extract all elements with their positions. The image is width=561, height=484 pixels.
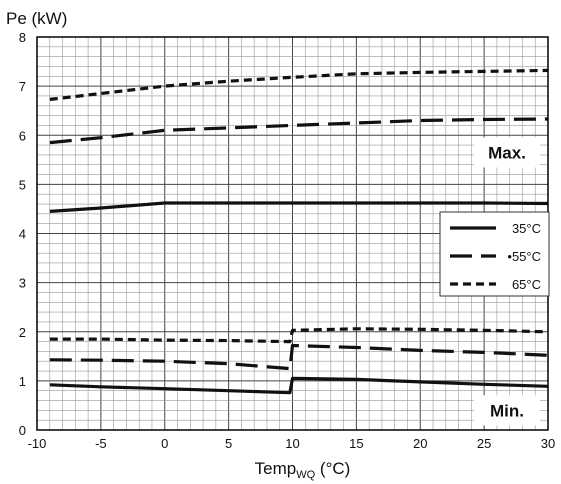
annotations: Max. Min. [474,137,540,426]
series-line-min-long-dash [49,343,549,371]
x-axis-title-subscript: WQ [296,469,315,481]
tick-labels: -10 -5 0 5 10 15 20 25 30 0 1 2 3 4 5 6 7 8 [19,30,555,451]
annotation-box [474,395,540,426]
x-tick-label: 25 [477,436,491,451]
y-tick-label: 1 [19,374,26,389]
y-tick-label: 0 [19,423,26,438]
x-tick-label: -5 [95,436,107,451]
x-axis-title-base: Temp [255,459,297,478]
x-tick-label: 15 [349,436,363,451]
legend-label: 35°C [512,221,541,236]
series-line-min-solid [49,376,549,395]
annotation-box [474,137,540,168]
y-tick-label: 3 [19,276,26,291]
legend-box [439,211,550,297]
x-tick-label: 20 [413,436,427,451]
x-tick-label: -10 [28,436,47,451]
y-tick-label: 6 [19,128,26,143]
y-tick-label: 8 [19,30,26,45]
x-tick-label: 5 [225,436,232,451]
annotation-label: Max. [488,143,526,162]
legend-label: 65°C [512,277,541,292]
x-axis-title: TempWQ (°C) [255,459,351,481]
legend: 35°C •55°C 65°C [439,211,550,297]
y-tick-label: 4 [19,227,26,242]
series-line-max-long-dash [49,117,549,145]
x-axis-title-unit: (°C) [315,459,350,478]
y-axis-title: Pe (kW) [6,9,67,28]
annotation-label: Min. [490,401,524,420]
series-line-max-short-dash [49,68,549,101]
x-tick-label: 10 [285,436,299,451]
y-tick-label: 2 [19,325,26,340]
x-tick-label: 0 [161,436,168,451]
series-line-max-solid [49,201,549,213]
grid [36,36,549,431]
y-tick-label: 7 [19,79,26,94]
y-tick-label: 5 [19,177,26,192]
x-tick-label: 30 [541,436,555,451]
legend-label: •55°C [507,249,541,264]
series-layer [49,68,549,395]
series-line-min-short-dash [49,327,549,344]
